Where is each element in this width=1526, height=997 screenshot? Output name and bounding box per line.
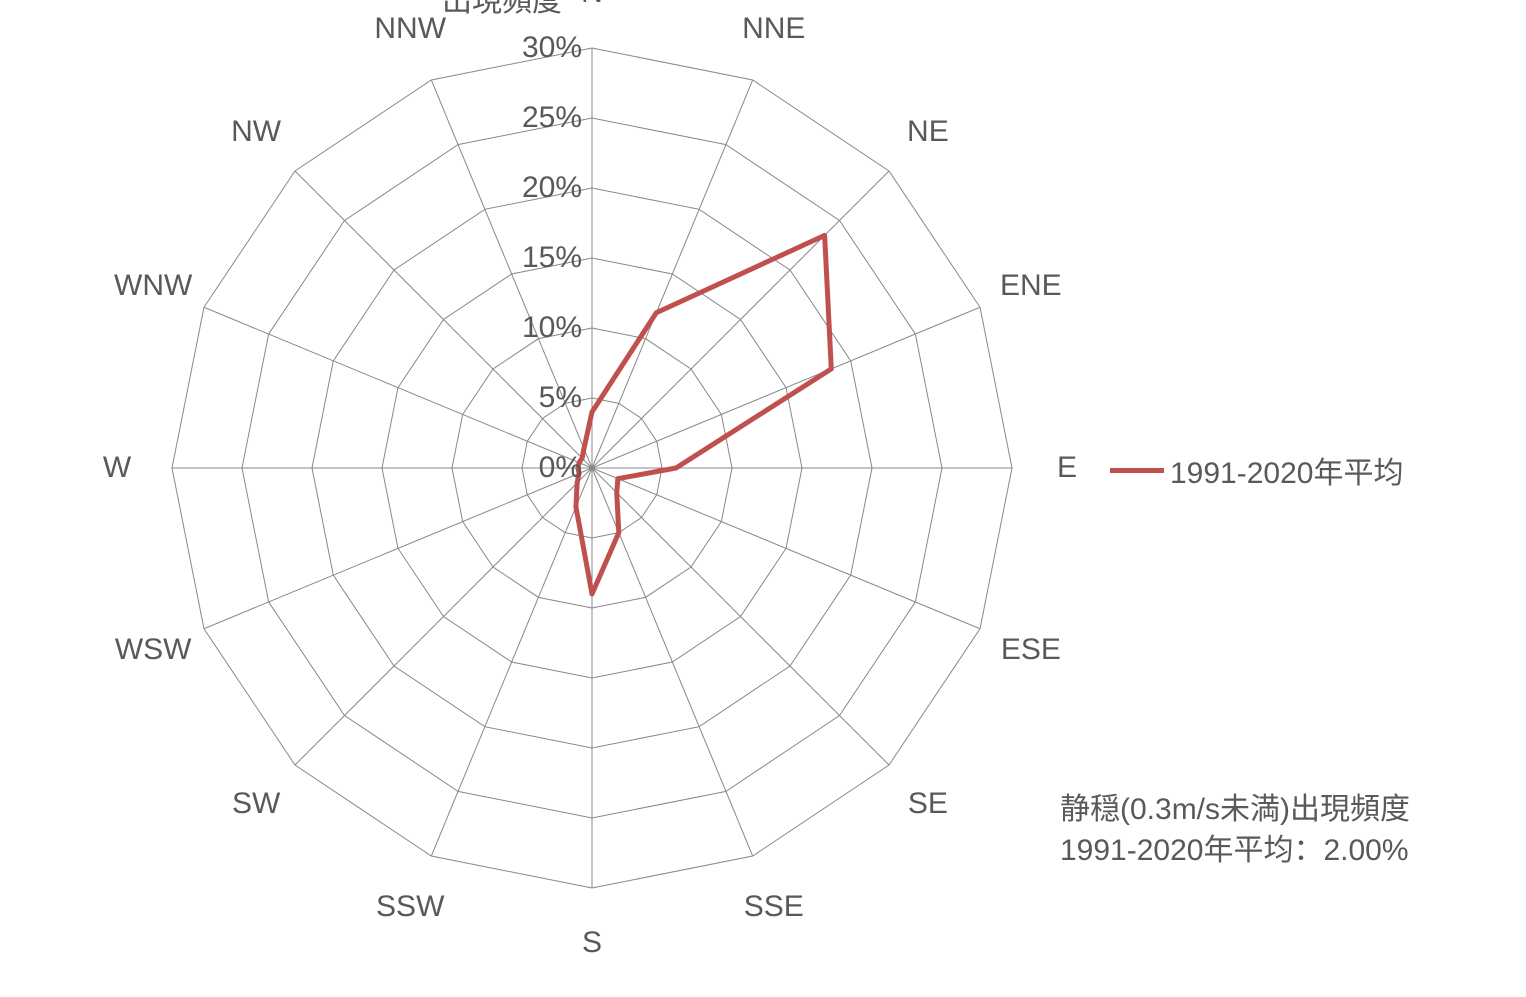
- direction-label: ENE: [1000, 269, 1062, 303]
- tick-label: 20%: [522, 171, 582, 205]
- direction-label: WNW: [114, 269, 192, 303]
- tick-label: 10%: [522, 311, 582, 345]
- direction-label: NNE: [742, 12, 805, 46]
- direction-label: NNW: [374, 12, 446, 46]
- direction-label: NW: [231, 115, 281, 149]
- axis-title: 出現頻度: [442, 0, 562, 20]
- direction-label: SE: [908, 787, 948, 821]
- direction-label: N: [581, 0, 603, 10]
- direction-label: SW: [232, 787, 280, 821]
- tick-label: 30%: [522, 31, 582, 65]
- direction-label: WSW: [115, 633, 192, 667]
- legend: 1991-2020年平均: [1110, 448, 1403, 492]
- calm-note-line1: 静穏(0.3m/s未満)出現頻度: [1060, 793, 1410, 826]
- tick-label: 15%: [522, 241, 582, 275]
- tick-label: 25%: [522, 101, 582, 135]
- direction-label: SSW: [376, 890, 444, 924]
- calm-note-line2: 1991-2020年平均：2.00%: [1060, 834, 1409, 867]
- direction-label: E: [1057, 451, 1077, 485]
- legend-label: 1991-2020年平均: [1170, 448, 1403, 492]
- direction-label: W: [103, 451, 131, 485]
- direction-label: SSE: [744, 890, 804, 924]
- direction-label: NE: [907, 115, 949, 149]
- legend-line: [1110, 468, 1164, 473]
- direction-label: S: [582, 926, 602, 960]
- tick-label: 0%: [539, 451, 582, 485]
- direction-label: ESE: [1001, 633, 1061, 667]
- calm-note: 静穏(0.3m/s未満)出現頻度 1991-2020年平均：2.00%: [1060, 790, 1410, 871]
- tick-label: 5%: [539, 381, 582, 415]
